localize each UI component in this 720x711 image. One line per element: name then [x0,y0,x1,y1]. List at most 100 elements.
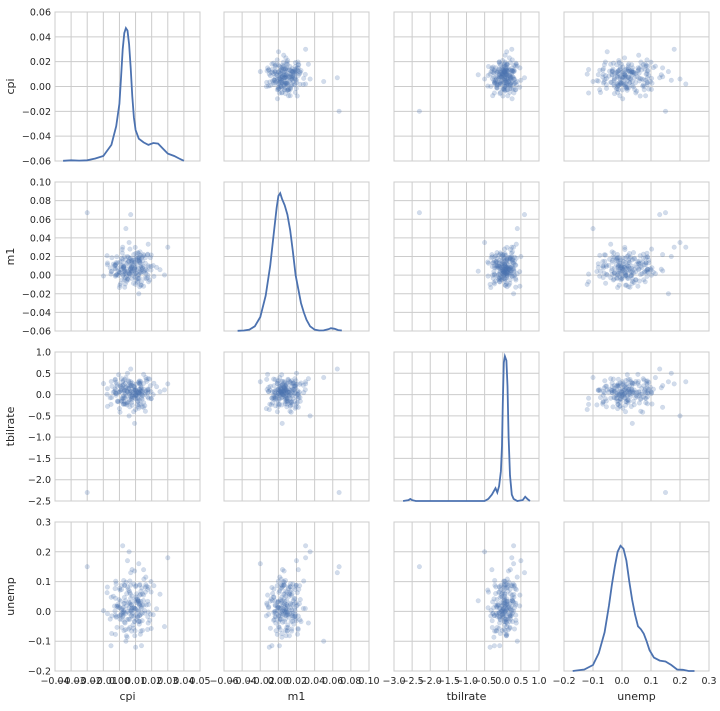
scatter-point [143,574,149,580]
scatter-point [500,262,506,269]
panel-cpi-unemp [563,11,710,162]
scatter-point [622,246,628,253]
scatter-point [273,628,279,634]
scatter-point [268,402,274,408]
scatter-point [501,252,507,258]
scatter-point [494,82,500,88]
scatter-point [622,382,628,388]
scatter-point [272,77,278,83]
scatter-point [652,63,658,69]
scatter-point [109,394,115,401]
scatter-point [496,81,502,87]
scatter-point [495,74,501,80]
scatter-point [278,74,284,80]
scatter-point [136,561,142,567]
y-tick-label: 0.00 [30,271,51,282]
scatter-point [504,61,510,67]
scatter-point [665,291,671,297]
scatter-point [624,68,630,74]
scatter-point [501,264,507,270]
scatter-point [128,258,134,264]
scatter-point [126,270,132,276]
scatter-point [658,385,664,391]
scatter-point [137,252,143,258]
scatter-point [125,277,131,283]
scatter-point [277,70,283,77]
scatter-point [490,260,496,266]
scatter-point [606,262,612,268]
scatter-point [84,489,90,496]
scatter-point [104,260,111,266]
scatter-point [513,60,519,66]
scatter-point [278,83,284,89]
scatter-point [665,69,671,75]
scatter-point [683,244,689,250]
scatter-point [120,379,126,385]
scatter-point [281,579,287,585]
scatter-point [120,272,126,278]
scatter-point [500,253,506,259]
scatter-point [610,60,616,66]
scatter-point [511,273,517,279]
scatter-point [129,257,135,263]
scatter-point [136,601,142,607]
scatter-point [502,77,508,84]
scatter-point [502,258,509,264]
scatter-point [619,393,625,399]
scatter-point [507,277,513,283]
scatter-point [281,82,287,88]
scatter-point [499,270,505,276]
panel-frame [223,11,370,162]
scatter-point [646,86,652,92]
y-tick-label: 0.04 [30,233,51,244]
scatter-point [271,81,277,87]
scatter-point [128,263,135,269]
scatter-point [610,376,616,382]
scatter-point [511,90,517,96]
scatter-point [116,284,122,291]
scatter-point [645,68,651,74]
scatter-point [120,604,126,610]
scatter-point [269,69,275,75]
scatter-point [502,77,508,83]
scatter-point [507,267,513,273]
scatter-point [635,380,641,386]
panel-tbilrate-m1 [223,351,370,502]
scatter-point [503,72,509,78]
scatter-point [502,269,508,275]
scatter-point [130,280,137,286]
scatter-point [276,76,282,82]
scatter-point [511,76,518,82]
scatter-point [116,269,123,275]
scatter-point [603,85,610,91]
scatter-point [600,66,607,72]
panel-frame [54,11,201,162]
scatter-point [501,86,507,92]
scatter-point [266,67,272,73]
scatter-point [503,83,510,89]
scatter-point [649,390,655,396]
scatter-point [625,284,631,290]
scatter-point [616,67,622,73]
scatter-point [499,74,505,80]
scatter-point [119,258,125,264]
scatter-point [294,65,300,71]
scatter-point [511,76,517,82]
scatter-point [416,564,422,570]
scatter-point [497,271,503,277]
scatter-point [285,622,291,628]
scatter-point [136,256,142,262]
scatter-point [279,72,285,78]
scatter-point [134,279,140,286]
scatter-point [503,264,509,270]
scatter-point [121,277,127,283]
scatter-point [637,76,644,82]
scatter-point [280,59,286,65]
scatter-point [132,266,138,272]
scatter-point [267,83,273,89]
scatter-point [142,275,148,281]
scatter-point [502,282,509,288]
scatter-point [499,277,505,283]
scatter-point [660,74,666,80]
scatter-point [504,256,510,262]
